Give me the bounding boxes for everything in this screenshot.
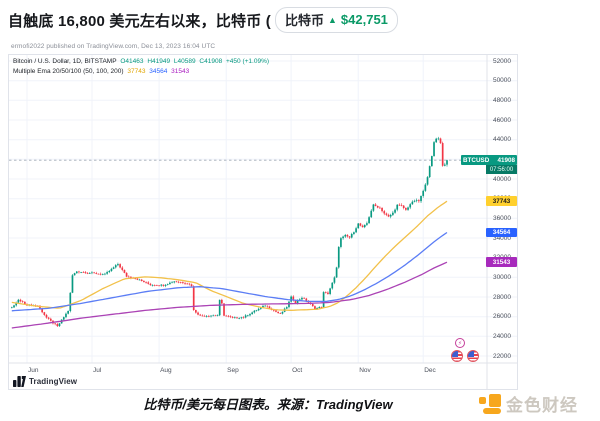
tradingview-snapshot: ermofi2022 published on TradingView.com,… xyxy=(8,42,518,390)
price-tick-label: 26000 xyxy=(492,313,512,321)
up-arrow-icon: ▲ xyxy=(328,14,337,25)
price-tick-label: 40000 xyxy=(492,175,512,183)
ema200-price-badge: 31543 xyxy=(486,257,517,267)
month-tick-label: Jun xyxy=(28,367,39,374)
jinse-logo-text: 金色财经 xyxy=(506,396,578,415)
price-tick-label: 52000 xyxy=(492,57,512,65)
price-tick-label: 22000 xyxy=(492,352,512,360)
ticker-coin-name: 比特币 xyxy=(284,13,324,28)
price-tick-label: 28000 xyxy=(492,293,512,301)
price-tick-label: 48000 xyxy=(492,96,512,104)
jinse-finance-logo: 金色财经 xyxy=(479,391,578,416)
tradingview-logo-text: TradingView xyxy=(29,377,78,386)
price-ticker-badge[interactable]: 比特币 ▲ $42,751 xyxy=(274,7,398,33)
legend-ema-label: Multiple Ema 20/50/100 (50, 100, 200) xyxy=(13,67,124,75)
legend-close: C41908 xyxy=(199,58,223,65)
price-tick-label: 50000 xyxy=(492,77,512,85)
tradingview-logo-icon xyxy=(13,376,26,387)
legend-ema200-value: 31543 xyxy=(171,67,190,75)
month-tick-label: Nov xyxy=(359,367,371,374)
legend-ema50-value: 37743 xyxy=(127,67,146,75)
title-text: 自触底 16,800 美元左右以来，比特币 ( xyxy=(8,12,271,30)
legend-symbol: Bitcoin / U.S. Dollar, 1D, BITSTAMP xyxy=(13,58,117,65)
bar-countdown-badge: 07:56:00 xyxy=(486,165,517,175)
boost-reaction-icon: ⚡ xyxy=(455,338,465,348)
month-tick-label: Aug xyxy=(160,367,172,374)
ema100-price-badge: 34564 xyxy=(486,227,517,238)
legend-low: L40589 xyxy=(173,58,196,65)
legend-change: +450 (+1.09%) xyxy=(226,58,270,65)
legend-open: O41463 xyxy=(120,58,144,65)
article-title: 自触底 16,800 美元左右以来，比特币 ( 比特币 ▲ $42,751 xyxy=(8,7,398,33)
legend-symbol-row: Bitcoin / U.S. Dollar, 1D, BITSTAMP O414… xyxy=(13,57,271,67)
price-tick-label: 34000 xyxy=(492,234,512,242)
snapshot-attribution: ermofi2022 published on TradingView.com,… xyxy=(11,43,216,50)
jinse-logo-icon xyxy=(479,393,501,415)
tradingview-logo: TradingView xyxy=(13,376,77,387)
last-price-symbol: BTCUSD xyxy=(463,156,490,164)
price-chart xyxy=(9,55,517,389)
month-tick-label: Jul xyxy=(92,367,102,374)
image-caption: 比特币/美元每日图表。来源：TradingView xyxy=(143,397,393,412)
last-price-value: 41908 xyxy=(497,156,515,164)
last-price-badge: BTCUSD 41908 xyxy=(461,155,517,166)
legend-ema-row: Multiple Ema 20/50/100 (50, 100, 200) 37… xyxy=(13,67,271,77)
price-tick-label: 36000 xyxy=(492,214,512,222)
price-tick-label: 30000 xyxy=(492,273,512,281)
price-tick-label: 24000 xyxy=(492,332,512,340)
ema50-price-badge: 37743 xyxy=(486,196,517,206)
legend-high: H41949 xyxy=(147,58,171,65)
price-tick-label: 46000 xyxy=(492,116,512,124)
legend-ema100-value: 34564 xyxy=(149,67,168,75)
month-tick-label: Sep xyxy=(227,367,239,374)
ticker-price: $42,751 xyxy=(340,12,388,27)
reaction-icons: ⚡ xyxy=(442,338,484,362)
flag-reaction-icon xyxy=(467,350,479,362)
flag-reaction-icon xyxy=(451,350,463,362)
price-tick-label: 44000 xyxy=(492,136,512,144)
month-tick-label: Dec xyxy=(424,367,436,374)
chart-region: Bitcoin / U.S. Dollar, 1D, BITSTAMP O414… xyxy=(8,54,518,390)
month-tick-label: Oct xyxy=(292,367,303,374)
chart-legend: Bitcoin / U.S. Dollar, 1D, BITSTAMP O414… xyxy=(13,57,271,76)
